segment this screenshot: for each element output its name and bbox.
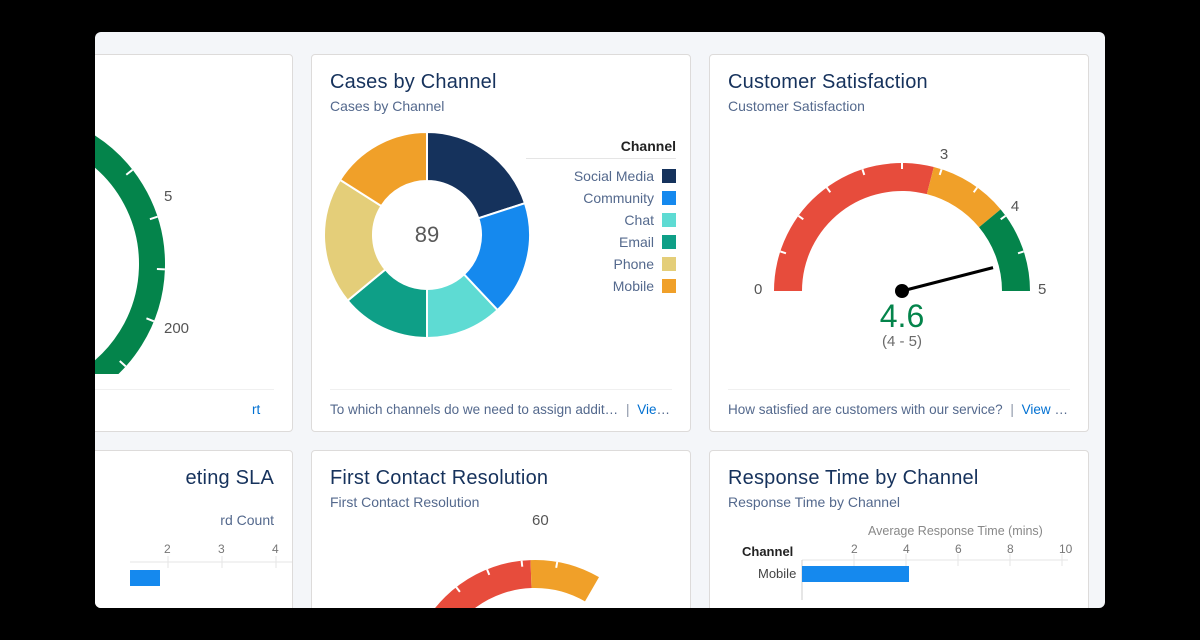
legend-row[interactable]: Chat (526, 209, 676, 231)
gauge-tick: 5 (164, 188, 172, 205)
card-title: Response Time by Channel (728, 467, 1070, 490)
axis-tick: 4 (272, 542, 279, 556)
gauge-tick: 200 (164, 320, 189, 337)
gauge-tick-label: 0 (754, 281, 762, 298)
legend-label: Mobile (613, 278, 654, 294)
gauge-hub (895, 284, 909, 298)
card-response-time-by-channel: Response Time by Channel Response Time b… (709, 450, 1089, 608)
dashboard-frame: 5 200 rt Cases by Channel Cases by Chann… (95, 32, 1105, 608)
axis-tick: 3 (218, 542, 225, 556)
card-body: 60 (330, 510, 672, 608)
axis-tick: 8 (1007, 542, 1014, 556)
card-grid: 5 200 rt Cases by Channel Cases by Chann… (95, 54, 1105, 608)
view-report-link-fragment[interactable]: rt (252, 402, 260, 417)
card-first-contact-resolution: First Contact Resolution First Contact R… (311, 450, 691, 608)
legend-label: Email (619, 234, 654, 250)
view-report-link[interactable]: View Report (637, 402, 672, 417)
gauge-tick: 60 (532, 512, 549, 529)
card-sla-partial: eting SLA rd Count 2 3 4 (95, 450, 293, 608)
gauge-segment (979, 209, 1030, 291)
legend-label: Phone (614, 256, 654, 272)
card-subtitle (95, 98, 274, 114)
axis-tick: 4 (903, 542, 910, 556)
legend-swatch (662, 235, 676, 249)
gauge-tick-label: 4 (1011, 198, 1019, 215)
card-footer: To which channels do we need to assign a… (330, 389, 672, 431)
donut-center-total: 89 (324, 132, 530, 338)
footer-separator: | (1006, 402, 1018, 417)
bar-row-label: Mobile (758, 566, 796, 581)
card-subtitle: First Contact Resolution (330, 494, 672, 510)
legend-row[interactable]: Email (526, 231, 676, 253)
legend-row[interactable]: Social Media (526, 165, 676, 187)
footer-text: How satisfied are customers with our ser… (728, 402, 1003, 417)
card-title: Customer Satisfaction (728, 71, 1070, 94)
gauge-chart: 0 3 4 5 4.6 (4 - 5) (742, 136, 1062, 351)
card-title-fragment: eting SLA (95, 467, 274, 490)
donut-legend: Channel Social Media Community Chat Email Ph… (526, 138, 676, 297)
legend-row[interactable]: Phone (526, 253, 676, 275)
card-cases-by-channel: Cases by Channel Cases by Channel 89 Cha… (311, 54, 691, 432)
axis-tick: 2 (164, 542, 171, 556)
legend-row[interactable]: Community (526, 187, 676, 209)
legend-row[interactable]: Mobile (526, 275, 676, 297)
gauge-range: (4 - 5) (742, 333, 1062, 350)
card-subtitle: Cases by Channel (330, 98, 672, 114)
gauge-tick-label: 3 (940, 146, 948, 163)
gauge-readout: 4.6 (4 - 5) (742, 298, 1062, 350)
legend-swatch (662, 169, 676, 183)
card-customer-satisfaction: Customer Satisfaction Customer Satisfact… (709, 54, 1089, 432)
footer-separator: | (622, 402, 634, 417)
axis-tick: 6 (955, 542, 962, 556)
footer-text: To which channels do we need to assign a… (330, 402, 618, 417)
gauge-segment (774, 163, 934, 291)
card-body: 5 200 (95, 114, 274, 389)
card-title: First Contact Resolution (330, 467, 672, 490)
legend-title: Channel (526, 138, 676, 159)
card-body: Average Response Time (mins) Channel 246… (728, 510, 1070, 608)
legend-label: Chat (624, 212, 654, 228)
legend-swatch (662, 213, 676, 227)
axis-tick: 10 (1059, 542, 1072, 556)
legend-swatch (662, 191, 676, 205)
bar-axis-svg (95, 528, 292, 608)
donut-chart: 89 (324, 132, 530, 343)
x-axis-title: Average Response Time (mins) (868, 524, 1043, 538)
legend-label: Social Media (574, 168, 654, 184)
card-subtitle: Response Time by Channel (728, 494, 1070, 510)
card-subtitle-fragment: rd Count (95, 512, 274, 528)
gauge-partial-svg (95, 114, 292, 374)
card-body: 2 3 4 (95, 528, 274, 608)
gauge-tick-label: 5 (1038, 281, 1046, 298)
gauge-value: 4.6 (742, 298, 1062, 335)
view-report-link[interactable]: View Report (1022, 402, 1070, 417)
card-footer: rt (95, 389, 274, 431)
card-body: 89 Channel Social MediaCommunityChatEmai… (330, 114, 672, 389)
card-body: 0 3 4 5 4.6 (4 - 5) (728, 114, 1070, 389)
axis-tick: 2 (851, 542, 858, 556)
card-title (95, 71, 274, 94)
gauge-partial-svg (330, 518, 674, 608)
gauge-segment (927, 167, 1001, 227)
card-left-gauge-partial: 5 200 rt (95, 54, 293, 432)
card-title: Cases by Channel (330, 71, 672, 94)
gauge-needle (902, 268, 993, 291)
card-footer: How satisfied are customers with our ser… (728, 389, 1070, 431)
legend-swatch (662, 279, 676, 293)
card-subtitle: Customer Satisfaction (728, 98, 1070, 114)
legend-swatch (662, 257, 676, 271)
bar-mobile (802, 566, 909, 582)
legend-label: Community (583, 190, 654, 206)
